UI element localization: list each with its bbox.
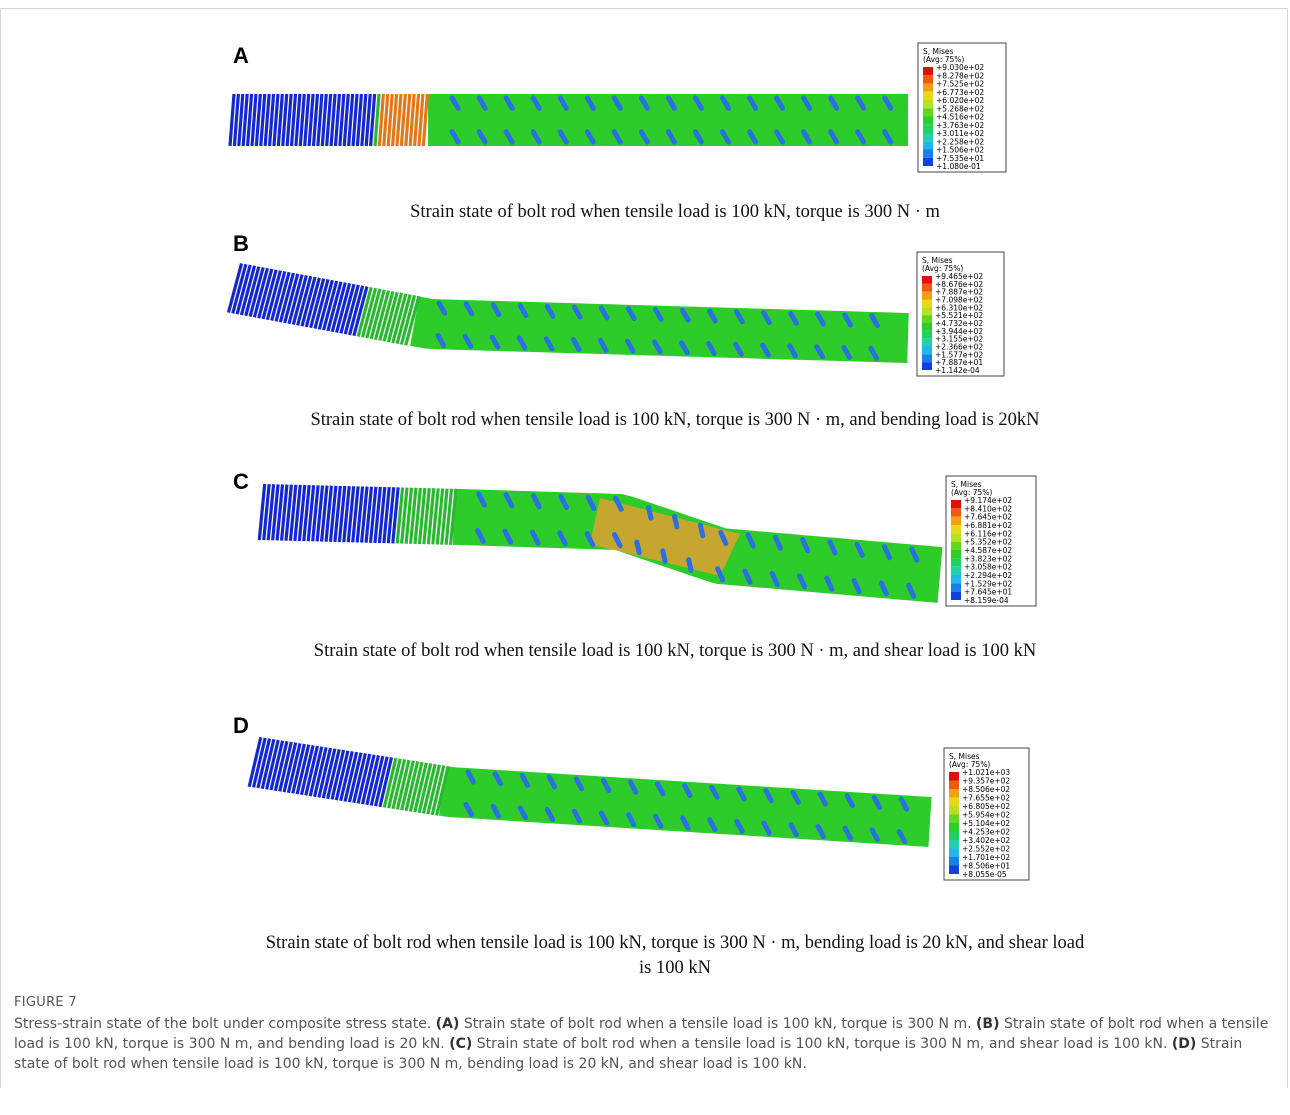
legend-swatch: [949, 823, 959, 832]
legend-swatch: [922, 300, 932, 308]
caption-intro: Stress-strain state of the bolt under co…: [14, 1016, 431, 1032]
legend-swatch: [949, 781, 959, 790]
legend-swatch: [923, 84, 933, 92]
legend-swatch: [923, 141, 933, 149]
rib: [700, 525, 702, 536]
legend-swatch: [951, 533, 961, 541]
legend-swatch: [951, 592, 961, 600]
panel-caption: Strain state of bolt rod when tensile lo…: [265, 931, 1085, 981]
legend-swatch: [923, 150, 933, 158]
rib: [649, 508, 651, 519]
caption-tag: (D): [1172, 1036, 1196, 1052]
legend-value: +8.055e-05: [962, 870, 1007, 879]
panel-label: B: [233, 231, 249, 256]
legend-swatch: [922, 331, 932, 339]
legend-swatch: [949, 840, 959, 849]
legend-swatch: [923, 133, 933, 141]
legend-swatch: [923, 158, 933, 166]
legend-swatch: [922, 347, 932, 355]
legend-swatch: [949, 798, 959, 807]
rib: [689, 560, 691, 571]
legend-swatch: [949, 815, 959, 824]
panel: AS, Mises(Avg: 75%)+9.030e+02+8.278e+02+…: [230, 43, 1006, 172]
legend-swatch: [923, 108, 933, 116]
caption-text: Strain state of bolt rod when a tensile …: [464, 1016, 972, 1032]
panel-label: A: [233, 43, 249, 68]
legend-swatch: [949, 849, 959, 858]
legend-swatch: [923, 125, 933, 133]
legend-swatch: [951, 558, 961, 566]
figure-caption: Stress-strain state of the bolt under co…: [14, 1014, 1276, 1074]
legend-swatch: [923, 67, 933, 75]
legend-swatch: [949, 772, 959, 781]
legend-value: +1.080e-01: [936, 162, 981, 171]
legend-swatch: [951, 525, 961, 533]
legend-swatch: [951, 550, 961, 558]
legend-swatch: [949, 806, 959, 815]
legend-swatch: [951, 500, 961, 508]
caption-tag: (A): [436, 1016, 460, 1032]
rod-shaft: [443, 791, 930, 822]
legend-swatch: [922, 276, 932, 284]
legend-swatch: [922, 323, 932, 331]
page: AS, Mises(Avg: 75%)+9.030e+02+8.278e+02+…: [0, 0, 1290, 1115]
panel-caption: Strain state of bolt rod when tensile lo…: [265, 408, 1085, 433]
legend-swatch: [951, 583, 961, 591]
legend-swatch: [922, 307, 932, 315]
legend-swatch: [949, 789, 959, 798]
legend-swatch: [922, 284, 932, 292]
legend-swatch: [922, 292, 932, 300]
caption-text: Strain state of bolt rod when a tensile …: [477, 1036, 1168, 1052]
legend-swatch: [951, 517, 961, 525]
rod-shaft: [415, 321, 908, 338]
legend-swatch: [923, 75, 933, 83]
figure-art: AS, Mises(Avg: 75%)+9.030e+02+8.278e+02+…: [0, 0, 1290, 1000]
legend-swatch: [922, 315, 932, 323]
legend-swatch: [923, 100, 933, 108]
panel-caption: Strain state of bolt rod when tensile lo…: [265, 200, 1085, 225]
panel: CS, Mises(Avg: 75%)+9.174e+02+8.410e+02+…: [233, 469, 1036, 606]
rib: [637, 542, 639, 553]
rib: [674, 516, 676, 527]
legend-value: +8.159e-04: [964, 596, 1009, 605]
panel-label: C: [233, 469, 249, 494]
caption-tag: (B): [976, 1016, 999, 1032]
panel: BS, Mises(Avg: 75%)+9.465e+02+8.676e+02+…: [228, 231, 1004, 376]
panel-label: D: [233, 713, 249, 738]
legend-value: +1.142e-04: [935, 366, 980, 375]
caption-tag: (C): [449, 1036, 472, 1052]
legend-swatch: [949, 866, 959, 875]
legend-swatch: [951, 575, 961, 583]
legend-swatch: [922, 339, 932, 347]
legend-swatch: [923, 117, 933, 125]
figure-label: FIGURE 7: [14, 995, 77, 1010]
legend-swatch: [949, 832, 959, 841]
legend-swatch: [923, 92, 933, 100]
legend-swatch: [922, 354, 932, 362]
rib: [663, 551, 665, 562]
panel: DS, Mises(Avg: 75%)+1.021e+03+9.357e+02+…: [233, 713, 1029, 880]
legend-swatch: [951, 542, 961, 550]
panel-caption: Strain state of bolt rod when tensile lo…: [265, 639, 1085, 664]
legend-swatch: [949, 857, 959, 866]
legend-swatch: [922, 362, 932, 370]
legend-swatch: [951, 567, 961, 575]
legend-swatch: [951, 508, 961, 516]
